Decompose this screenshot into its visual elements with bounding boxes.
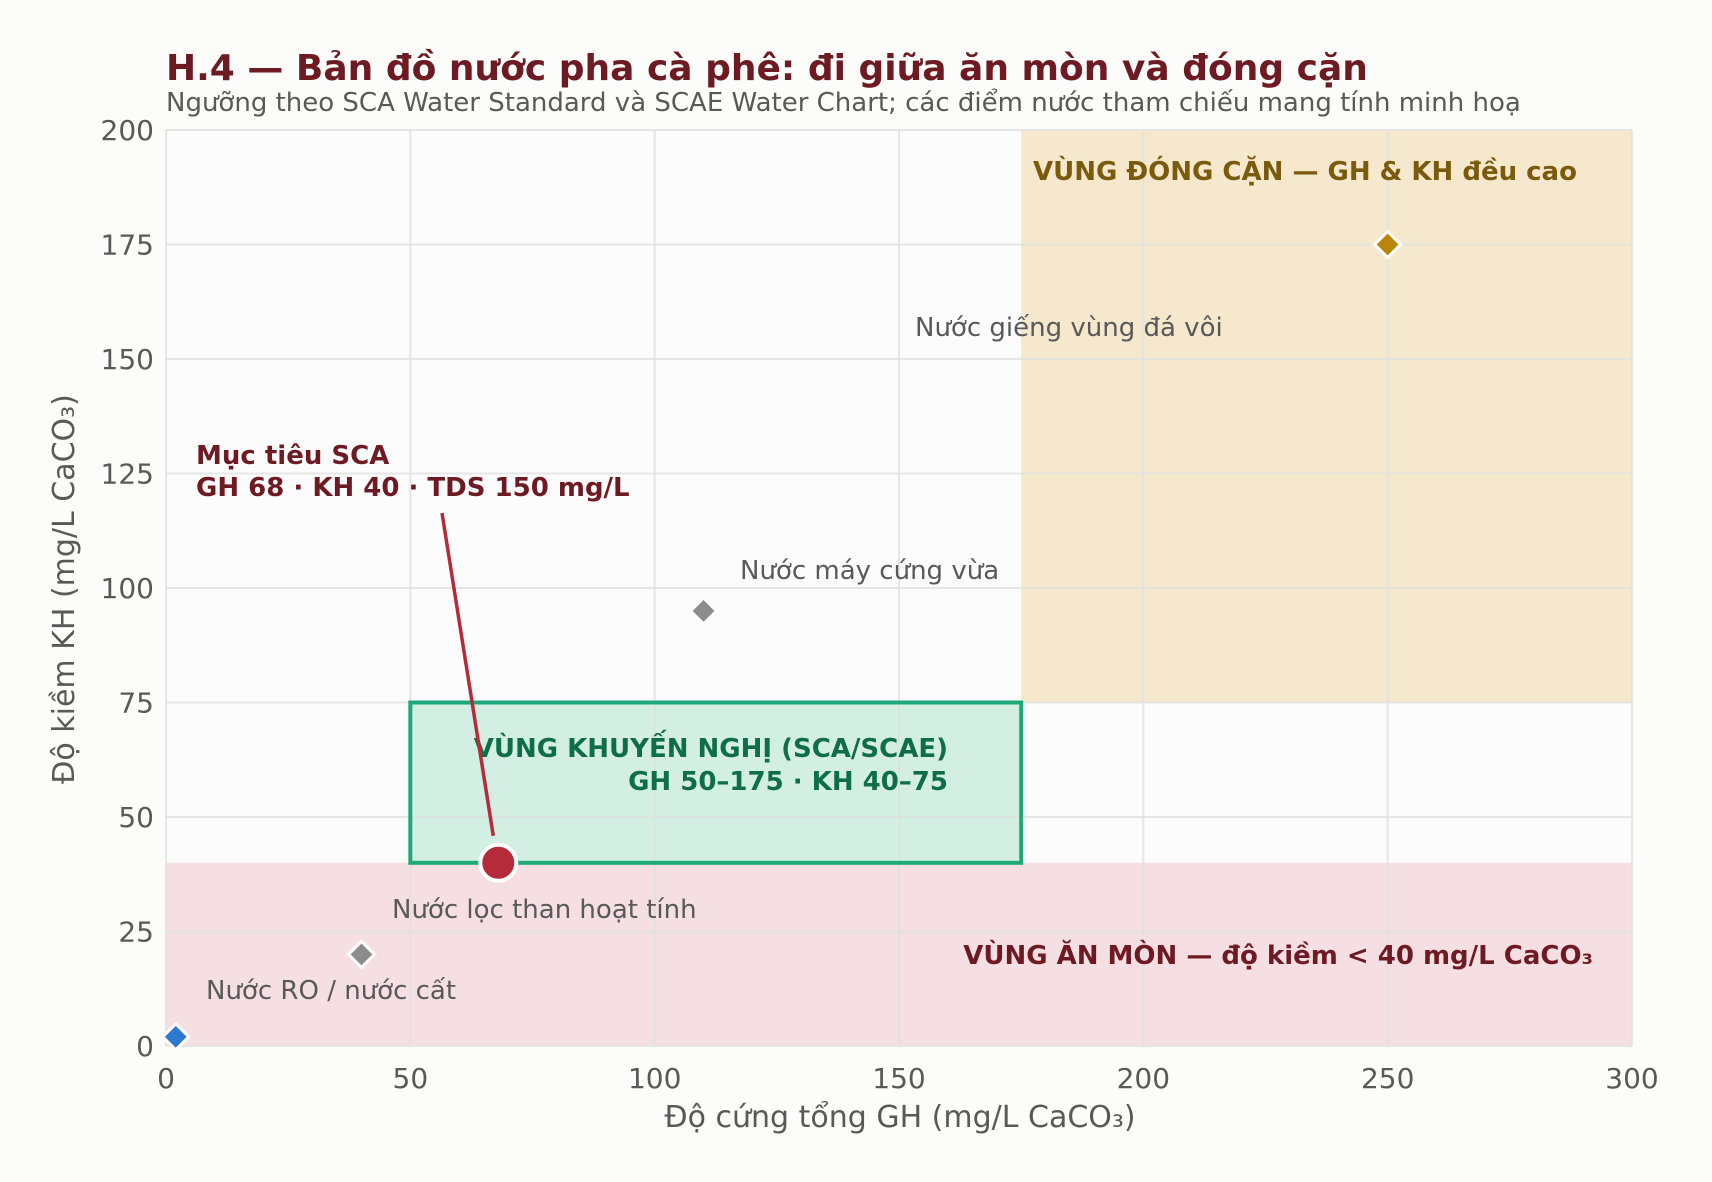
y-tick-label: 0 [136,1030,154,1063]
x-tick-label: 150 [872,1062,925,1095]
x-tick-label: 200 [1117,1062,1170,1095]
chart-subtitle: Ngưỡng theo SCA Water Standard và SCAE W… [166,87,1521,118]
tick-labels: 0 50 100 150 200 250 300 0 25 50 75 100 125 150 175 200 [101,114,1659,1095]
target-label-line2: GH 68 · KH 40 · TDS 150 mg/L [196,473,630,503]
recommended-zone-label-line1: VÙNG KHUYẾN NGHỊ (SCA/SCAE) [474,729,948,764]
grid-layer [165,129,1633,1047]
reference-point-label: Nước giếng vùng đá vôi [915,313,1223,343]
reference-point-label: Nước RO / nước cất [206,976,456,1006]
y-tick-label: 150 [101,343,154,376]
y-tick-label: 125 [101,458,154,491]
y-tick-label: 200 [101,114,154,147]
recommended-zone-border [408,700,1024,865]
x-tick-label: 100 [628,1062,681,1095]
target-point [478,842,519,883]
recommended-zone [410,702,1022,863]
x-tick-label: 0 [157,1062,175,1095]
reference-point-label: Nước máy cứng vừa [740,556,999,586]
reference-point [160,1021,191,1052]
target-annotation-line [440,512,496,837]
y-tick-label: 75 [118,687,154,720]
reference-point-label: Nước lọc than hoạt tính [392,895,697,925]
reference-point [1372,229,1403,260]
y-tick-label: 100 [101,572,154,605]
y-tick-label: 25 [118,916,154,949]
x-tick-label: 300 [1605,1062,1658,1095]
y-tick-label: 50 [118,801,154,834]
scale-zone-label: VÙNG ĐÓNG CẶN — GH & KH đều cao [1033,155,1577,187]
zone-borders-layer [408,700,1024,865]
reference-point [346,939,377,970]
x-axis-label: Độ cứng tổng GH (mg/L CaCO₃) [664,1099,1135,1135]
corrosion-zone-label: VÙNG ĂN MÒN — độ kiềm < 40 mg/L CaCO₃ [963,939,1593,971]
x-tick-label: 50 [393,1062,429,1095]
points-layer: Nước giếng vùng đá vôi Nước máy cứng vừa N… [160,229,1403,1052]
scale-zone [1021,130,1632,703]
x-tick-label: 250 [1361,1062,1414,1095]
y-tick-label: 175 [101,229,154,262]
target-label-line1: Mục tiêu SCA [196,441,389,471]
reference-point [688,595,719,627]
zone-labels-layer: VÙNG ĐÓNG CẶN — GH & KH đều cao VÙNG ĂN M… [474,155,1593,971]
y-axis-label: Độ kiềm KH (mg/L CaCO₃) [47,394,82,784]
recommended-zone-label-line2: GH 50–175 · KH 40–75 [628,767,948,797]
chart-title: H.4 — Bản đồ nước pha cà phê: đi giữa ăn… [166,48,1368,89]
